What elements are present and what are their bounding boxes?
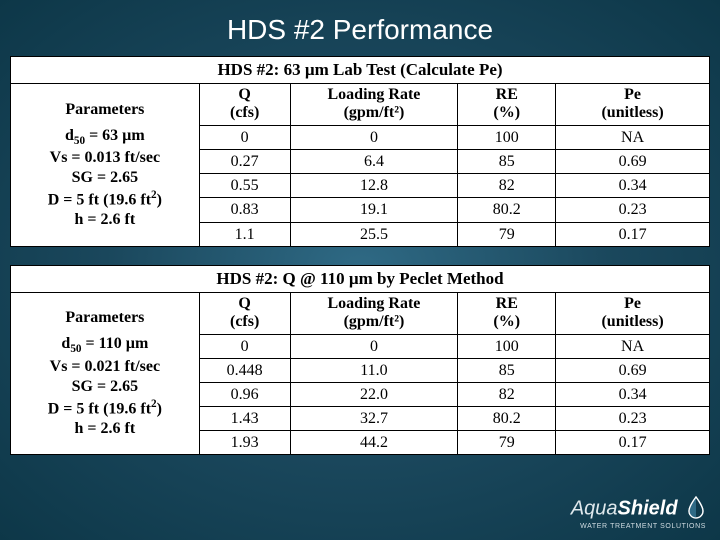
header-row: Parameters d50 = 63 µm Vs = 0.013 ft/sec… [11, 84, 710, 126]
cell-pe: NA [556, 125, 710, 149]
logo-aqua-text: Aqua [571, 498, 618, 520]
table-caption: HDS #2: 63 µm Lab Test (Calculate Pe) [11, 57, 710, 84]
performance-table-2: HDS #2: Q @ 110 µm by Peclet Method Para… [10, 265, 710, 456]
params-header-cell: Parameters d50 = 110 µm Vs = 0.021 ft/se… [11, 292, 200, 455]
param-d: D = 5 ft (19.6 ft2) [21, 397, 189, 419]
col-q: Q(cfs) [199, 84, 290, 126]
col-lr: Loading Rate(gpm/ft²) [290, 84, 458, 126]
cell-lr: 22.0 [290, 382, 458, 406]
col-pe: Pe(unitless) [556, 84, 710, 126]
cell-q: 1.43 [199, 407, 290, 431]
cell-re: 79 [458, 431, 556, 455]
tables-container: HDS #2: 63 µm Lab Test (Calculate Pe) Pa… [0, 56, 720, 455]
cell-re: 85 [458, 149, 556, 173]
col-q: Q(cfs) [199, 292, 290, 334]
cell-q: 0.55 [199, 174, 290, 198]
cell-q: 0 [199, 334, 290, 358]
cell-lr: 11.0 [290, 358, 458, 382]
cell-re: 82 [458, 174, 556, 198]
param-h: h = 2.6 ft [21, 210, 189, 230]
cell-q: 0.96 [199, 382, 290, 406]
param-d50: d50 = 63 µm [21, 126, 189, 148]
cell-re: 79 [458, 222, 556, 246]
cell-re: 85 [458, 358, 556, 382]
param-h: h = 2.6 ft [21, 419, 189, 439]
cell-pe: 0.69 [556, 358, 710, 382]
cell-pe: 0.69 [556, 149, 710, 173]
param-d50: d50 = 110 µm [21, 334, 189, 356]
cell-re: 80.2 [458, 407, 556, 431]
params-label: Parameters [21, 100, 189, 120]
cell-q: 0.83 [199, 198, 290, 222]
cell-lr: 44.2 [290, 431, 458, 455]
cell-pe: 0.34 [556, 174, 710, 198]
cell-q: 1.1 [199, 222, 290, 246]
cell-re: 82 [458, 382, 556, 406]
col-re: RE(%) [458, 84, 556, 126]
slide-title: HDS #2 Performance [0, 0, 720, 56]
params-header-cell: Parameters d50 = 63 µm Vs = 0.013 ft/sec… [11, 84, 200, 247]
col-lr: Loading Rate(gpm/ft²) [290, 292, 458, 334]
param-vs: Vs = 0.021 ft/sec [21, 357, 189, 377]
cell-lr: 0 [290, 125, 458, 149]
cell-lr: 6.4 [290, 149, 458, 173]
col-re: RE(%) [458, 292, 556, 334]
cell-lr: 19.1 [290, 198, 458, 222]
cell-lr: 12.8 [290, 174, 458, 198]
cell-q: 0.448 [199, 358, 290, 382]
cell-pe: 0.23 [556, 198, 710, 222]
cell-pe: 0.17 [556, 431, 710, 455]
water-drop-icon [686, 496, 706, 525]
cell-pe: 0.23 [556, 407, 710, 431]
logo-shield-text: Shield [618, 498, 678, 520]
cell-lr: 25.5 [290, 222, 458, 246]
cell-re: 100 [458, 334, 556, 358]
header-row: Parameters d50 = 110 µm Vs = 0.021 ft/se… [11, 292, 710, 334]
param-d: D = 5 ft (19.6 ft2) [21, 188, 189, 210]
cell-q: 0 [199, 125, 290, 149]
table-caption: HDS #2: Q @ 110 µm by Peclet Method [11, 265, 710, 292]
params-label: Parameters [21, 308, 189, 328]
cell-q: 1.93 [199, 431, 290, 455]
cell-re: 100 [458, 125, 556, 149]
cell-pe: 0.17 [556, 222, 710, 246]
cell-lr: 32.7 [290, 407, 458, 431]
param-sg: SG = 2.65 [21, 377, 189, 397]
param-sg: SG = 2.65 [21, 168, 189, 188]
logo-tagline: WATER TREATMENT SOLUTIONS [571, 523, 706, 530]
col-pe: Pe(unitless) [556, 292, 710, 334]
performance-table-1: HDS #2: 63 µm Lab Test (Calculate Pe) Pa… [10, 56, 710, 247]
cell-q: 0.27 [199, 149, 290, 173]
cell-lr: 0 [290, 334, 458, 358]
cell-re: 80.2 [458, 198, 556, 222]
param-vs: Vs = 0.013 ft/sec [21, 148, 189, 168]
cell-pe: NA [556, 334, 710, 358]
cell-pe: 0.34 [556, 382, 710, 406]
brand-logo: AquaShield WATER TREATMENT SOLUTIONS [571, 496, 706, 530]
